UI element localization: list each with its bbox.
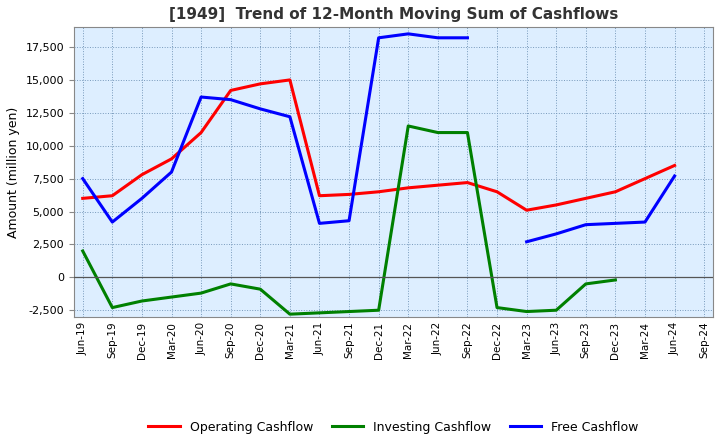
Operating Cashflow bbox=[197, 130, 205, 135]
Operating Cashflow bbox=[552, 202, 561, 208]
Operating Cashflow bbox=[433, 183, 442, 188]
Operating Cashflow bbox=[582, 196, 590, 201]
Operating Cashflow bbox=[256, 81, 265, 87]
Investing Cashflow bbox=[226, 281, 235, 286]
Investing Cashflow bbox=[404, 123, 413, 128]
Investing Cashflow bbox=[552, 308, 561, 313]
Investing Cashflow bbox=[492, 305, 501, 310]
Investing Cashflow bbox=[433, 130, 442, 135]
Operating Cashflow bbox=[78, 196, 87, 201]
Operating Cashflow bbox=[463, 180, 472, 185]
Investing Cashflow bbox=[138, 298, 146, 304]
Free Cashflow bbox=[404, 31, 413, 37]
Y-axis label: Amount (million yen): Amount (million yen) bbox=[7, 106, 20, 238]
Investing Cashflow bbox=[197, 290, 205, 296]
Free Cashflow bbox=[256, 106, 265, 111]
Operating Cashflow bbox=[138, 172, 146, 177]
Investing Cashflow bbox=[256, 286, 265, 292]
Operating Cashflow bbox=[167, 156, 176, 161]
Investing Cashflow bbox=[345, 309, 354, 314]
Operating Cashflow bbox=[226, 88, 235, 93]
Line: Investing Cashflow: Investing Cashflow bbox=[83, 126, 616, 314]
Operating Cashflow bbox=[670, 163, 679, 168]
Investing Cashflow bbox=[108, 305, 117, 310]
Free Cashflow bbox=[463, 35, 472, 40]
Legend: Operating Cashflow, Investing Cashflow, Free Cashflow: Operating Cashflow, Investing Cashflow, … bbox=[143, 416, 644, 439]
Investing Cashflow bbox=[374, 308, 383, 313]
Operating Cashflow bbox=[374, 189, 383, 194]
Operating Cashflow bbox=[611, 189, 620, 194]
Free Cashflow bbox=[345, 218, 354, 224]
Investing Cashflow bbox=[611, 277, 620, 282]
Operating Cashflow bbox=[286, 77, 294, 83]
Free Cashflow bbox=[226, 97, 235, 102]
Free Cashflow bbox=[108, 220, 117, 225]
Free Cashflow bbox=[374, 35, 383, 40]
Investing Cashflow bbox=[522, 309, 531, 314]
Line: Free Cashflow: Free Cashflow bbox=[83, 34, 467, 224]
Free Cashflow bbox=[433, 35, 442, 40]
Free Cashflow bbox=[138, 196, 146, 201]
Operating Cashflow bbox=[404, 185, 413, 191]
Free Cashflow bbox=[78, 176, 87, 181]
Investing Cashflow bbox=[167, 294, 176, 300]
Operating Cashflow bbox=[522, 208, 531, 213]
Investing Cashflow bbox=[582, 281, 590, 286]
Operating Cashflow bbox=[108, 193, 117, 198]
Investing Cashflow bbox=[463, 130, 472, 135]
Free Cashflow bbox=[197, 95, 205, 100]
Operating Cashflow bbox=[492, 189, 501, 194]
Investing Cashflow bbox=[315, 310, 324, 315]
Investing Cashflow bbox=[78, 248, 87, 253]
Free Cashflow bbox=[167, 169, 176, 175]
Free Cashflow bbox=[315, 221, 324, 226]
Operating Cashflow bbox=[315, 193, 324, 198]
Line: Operating Cashflow: Operating Cashflow bbox=[83, 80, 675, 210]
Investing Cashflow bbox=[286, 312, 294, 317]
Title: [1949]  Trend of 12-Month Moving Sum of Cashflows: [1949] Trend of 12-Month Moving Sum of C… bbox=[168, 7, 618, 22]
Operating Cashflow bbox=[641, 176, 649, 181]
Operating Cashflow bbox=[345, 192, 354, 197]
Free Cashflow bbox=[286, 114, 294, 119]
